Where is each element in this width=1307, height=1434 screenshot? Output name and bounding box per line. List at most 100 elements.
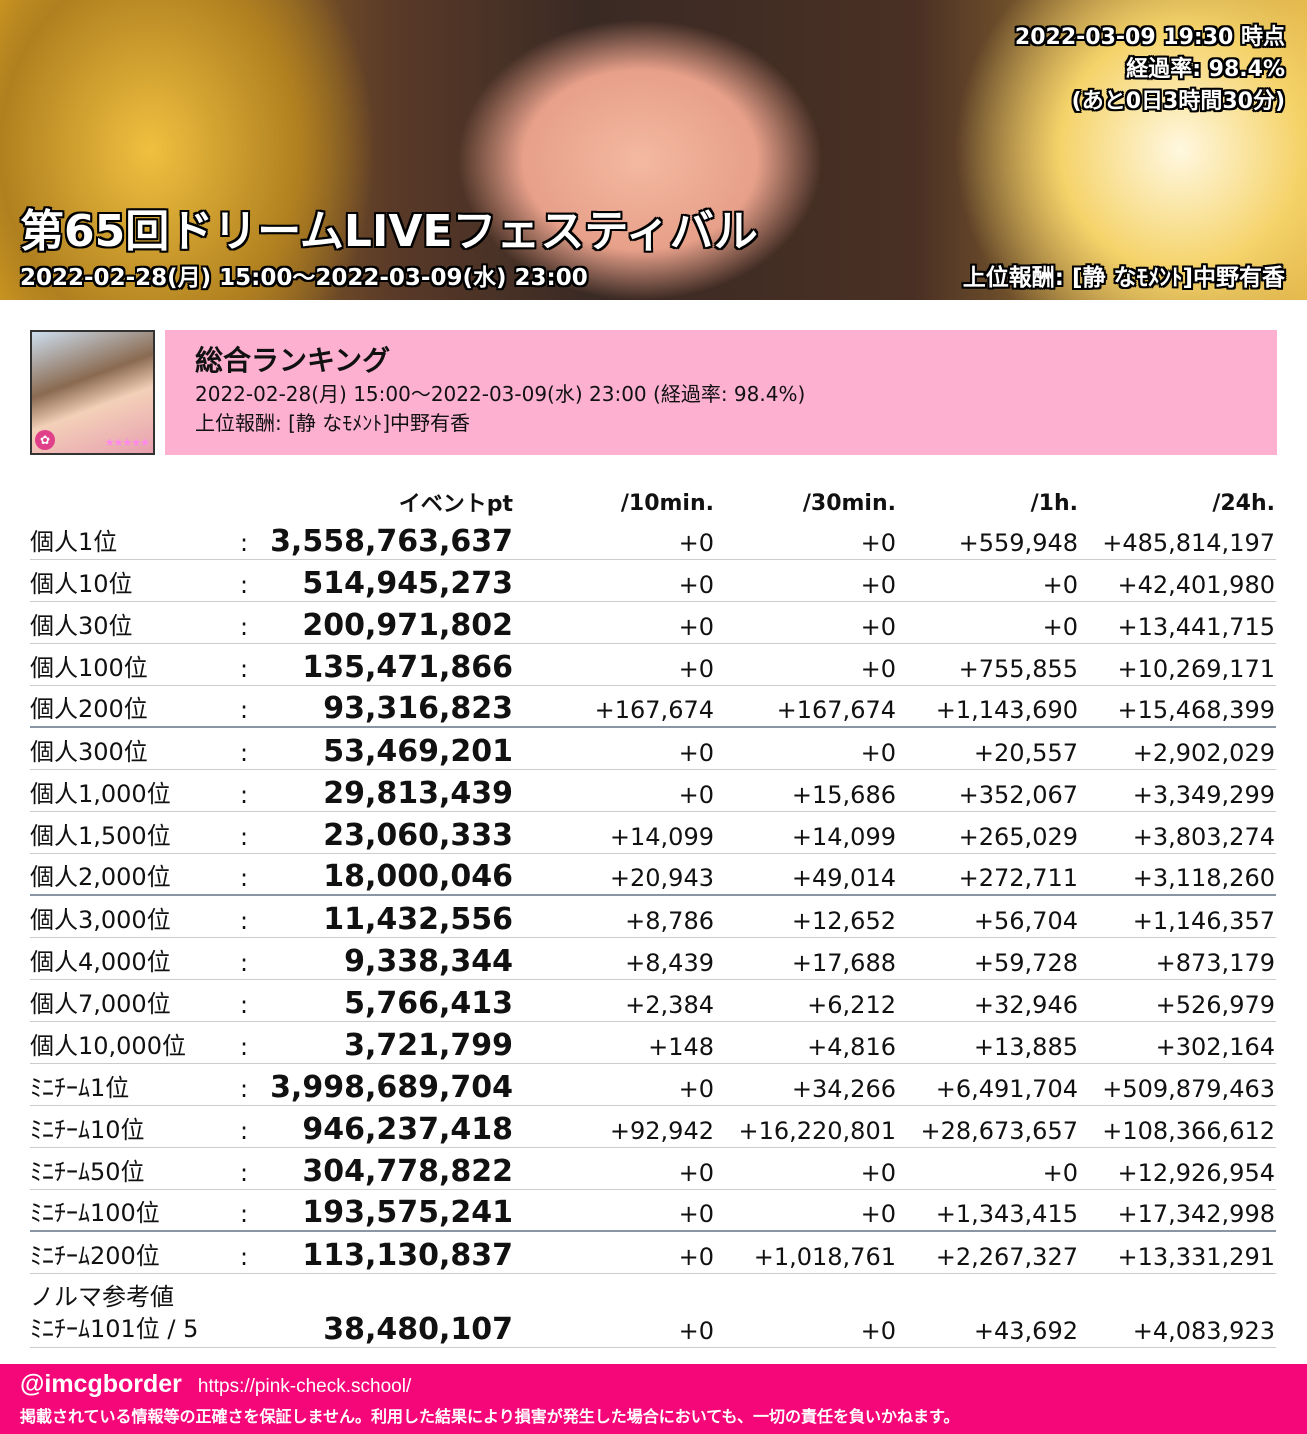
table-row: 個人1,500位: 23,060,333 +14,099 +14,099 +265,02… [30, 812, 1276, 854]
table-row: ﾐﾆﾁｰﾑ1位:3,998,689,704 +0 +34,266 +6,491,704… [30, 1064, 1276, 1106]
row-1h: +1,143,690 [935, 696, 1078, 724]
row-10min: +0 [678, 1243, 714, 1271]
header-pt: イベントpt [398, 492, 513, 517]
table-row: 個人10,000位: 3,721,799 +148 +4,816 +13,885 +302… [30, 1022, 1276, 1064]
row-24h: +3,803,274 [1132, 823, 1275, 851]
row-10min: +0 [678, 613, 714, 641]
row-1h: +32,946 [973, 991, 1078, 1019]
time-remaining: (あと0日3時間30分) [1071, 89, 1285, 114]
row-pt: 304,778,822 [302, 1154, 513, 1189]
row-10min: +8,786 [625, 907, 714, 935]
header-10min: /10min. [620, 491, 714, 516]
row-label: 個人10,000位 [30, 1032, 186, 1060]
row-10min: +0 [678, 1159, 714, 1187]
row-30min: +14,099 [791, 823, 896, 851]
row-24h: +15,468,399 [1117, 696, 1275, 724]
table-row: 個人30位: 200,971,802 +0 +0 +0 +13,441,715 [30, 602, 1276, 644]
row-30min: +0 [860, 739, 896, 767]
row-24h: +3,118,260 [1132, 864, 1275, 892]
row-30min: +0 [860, 613, 896, 641]
row-colon: : [240, 907, 249, 935]
row-colon: : [240, 991, 249, 1019]
row-30min: +12,652 [791, 907, 896, 935]
row-label: ﾐﾆﾁｰﾑ1位 [30, 1074, 130, 1102]
row-24h: +526,979 [1155, 991, 1275, 1019]
row-24h: +12,926,954 [1117, 1159, 1275, 1187]
row-1h: +13,885 [973, 1033, 1078, 1061]
table-row: 個人7,000位: 5,766,413 +2,384 +6,212 +32,946 +52… [30, 980, 1276, 1022]
row-1h: +20,557 [973, 739, 1078, 767]
row-colon: : [240, 529, 249, 557]
row-label: 個人1,500位 [30, 822, 171, 850]
row-colon: : [240, 655, 249, 683]
row-1h: +43,692 [973, 1317, 1078, 1345]
table-row: 個人200位: 93,316,823 +167,674 +167,674 +1,143,… [30, 686, 1276, 728]
ranking-title: 総合ランキング [195, 344, 391, 377]
table-row-norma: ノルマ参考値 ﾐﾆﾁｰﾑ101位 / 5 38,480,107 +0 +0 +43… [30, 1274, 1276, 1348]
row-1h: +272,711 [958, 864, 1078, 892]
row-24h: +509,879,463 [1102, 1075, 1275, 1103]
row-1h: +56,704 [973, 907, 1078, 935]
row-30min: +1,018,761 [753, 1243, 896, 1271]
row-30min: +34,266 [791, 1075, 896, 1103]
row-pt: 113,130,837 [302, 1238, 513, 1273]
card-thumbnail: ✿ ★★★★★ [30, 330, 155, 455]
row-label: 個人10位 [30, 570, 133, 598]
row-10min: +0 [678, 781, 714, 809]
row-label: ﾐﾆﾁｰﾑ200位 [30, 1242, 160, 1270]
table-row: 個人1,000位: 29,813,439 +0 +15,686 +352,067 +3,3… [30, 770, 1276, 812]
row-label: 個人4,000位 [30, 948, 171, 976]
row-pt: 18,000,046 [323, 859, 513, 894]
status-block: 2022-03-09 19:30 時点 経過率: 98.4% (あと0日3時間3… [1015, 22, 1285, 118]
row-pt: 200,971,802 [302, 608, 513, 643]
row-1h: +265,029 [958, 823, 1078, 851]
table-row: ﾐﾆﾁｰﾑ50位: 304,778,822 +0 +0 +0 +12,926,954 [30, 1148, 1276, 1190]
table-row: 個人10位: 514,945,273 +0 +0 +0 +42,401,980 [30, 560, 1276, 602]
row-24h: +485,814,197 [1102, 529, 1275, 557]
row-pt: 3,721,799 [344, 1028, 513, 1063]
table-header: イベントpt /10min. /30min. /1h. /24h. [30, 478, 1276, 518]
site-url-link[interactable]: https://pink-check.school/ [197, 1376, 412, 1397]
footer: @imcgborder https://pink-check.school/ 掲載… [0, 1364, 1307, 1434]
row-pt: 514,945,273 [302, 566, 513, 601]
star-rating-icon: ★★★★★ [104, 436, 150, 449]
table-row: 個人300位: 53,469,201 +0 +0 +20,557 +2,902,029 [30, 728, 1276, 770]
row-label: 個人7,000位 [30, 990, 171, 1018]
row-30min: +4,816 [807, 1033, 896, 1061]
row-24h: +108,366,612 [1102, 1117, 1275, 1145]
table-row: ﾐﾆﾁｰﾑ100位: 193,575,241 +0 +0 +1,343,415 +17,3… [30, 1190, 1276, 1232]
row-10min: +0 [678, 1075, 714, 1103]
row-1h: +1,343,415 [935, 1200, 1078, 1228]
disclaimer: 掲載されている情報等の正確さを保証しません。利用した結果により損害が発生した場合… [20, 1407, 960, 1426]
row-30min: +15,686 [791, 781, 896, 809]
event-reward: 上位報酬: [静 なﾓﾒﾝﾄ]中野有香 [962, 265, 1285, 291]
twitter-account-link[interactable]: @imcgborder [20, 1370, 182, 1398]
row-1h: +2,267,327 [935, 1243, 1078, 1271]
table-row: ﾐﾆﾁｰﾑ200位: 113,130,837 +0 +1,018,761 +2,267,… [30, 1232, 1276, 1274]
ranking-reward: 上位報酬: [静 なﾓﾒﾝﾄ]中野有香 [195, 411, 471, 435]
header-24h: /24h. [1212, 491, 1275, 516]
row-colon: : [240, 1159, 249, 1187]
row-colon: : [240, 1200, 249, 1228]
row-24h: +13,331,291 [1117, 1243, 1275, 1271]
progress-rate: 経過率: 98.4% [1126, 57, 1285, 82]
row-24h: +13,441,715 [1117, 613, 1275, 641]
row-30min: +6,212 [807, 991, 896, 1019]
row-30min: +0 [860, 571, 896, 599]
event-banner: 2022-03-09 19:30 時点 経過率: 98.4% (あと0日3時間3… [0, 0, 1307, 300]
row-30min: +0 [860, 529, 896, 557]
table-row: ﾐﾆﾁｰﾑ10位: 946,237,418 +92,942 +16,220,801 +2… [30, 1106, 1276, 1148]
row-pt: 946,237,418 [302, 1112, 513, 1147]
row-colon: : [240, 864, 249, 892]
row-label: 個人300位 [30, 738, 148, 766]
row-pt: 38,480,107 [323, 1312, 513, 1347]
row-10min: +0 [678, 1200, 714, 1228]
timestamp: 2022-03-09 19:30 時点 [1014, 25, 1285, 50]
row-10min: +148 [648, 1033, 714, 1061]
row-pt: 23,060,333 [323, 818, 513, 853]
row-10min: +14,099 [609, 823, 714, 851]
row-30min: +0 [860, 1317, 896, 1345]
row-label: ノルマ参考値 ﾐﾆﾁｰﾑ101位 / 5 [30, 1283, 199, 1343]
row-label: ﾐﾆﾁｰﾑ100位 [30, 1199, 160, 1227]
row-30min: +0 [860, 655, 896, 683]
